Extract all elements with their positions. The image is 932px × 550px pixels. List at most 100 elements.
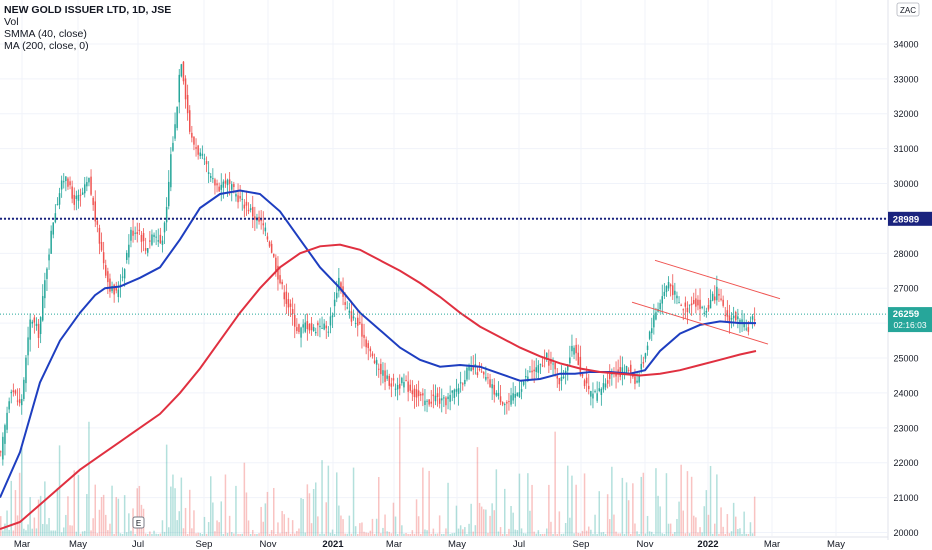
candle-body[interactable]: [422, 393, 424, 396]
candle-body[interactable]: [289, 303, 292, 307]
candle-body[interactable]: [130, 229, 132, 241]
candle-body[interactable]: [155, 236, 157, 238]
candle-body[interactable]: [254, 216, 256, 220]
candle-body[interactable]: [621, 367, 624, 374]
candle-body[interactable]: [543, 358, 546, 360]
candle-body[interactable]: [69, 181, 71, 186]
candle-body[interactable]: [315, 332, 317, 334]
candle-body[interactable]: [491, 384, 493, 389]
candle-body[interactable]: [56, 204, 59, 206]
candle-body[interactable]: [672, 285, 674, 296]
candle-body[interactable]: [592, 393, 594, 399]
candle-body[interactable]: [745, 328, 748, 330]
candle-body[interactable]: [31, 321, 34, 324]
candle-body[interactable]: [378, 368, 380, 370]
candle-body[interactable]: [600, 388, 603, 395]
candle-body[interactable]: [48, 254, 50, 261]
candle-body[interactable]: [132, 230, 134, 236]
candle-body[interactable]: [598, 388, 601, 391]
candle-body[interactable]: [75, 195, 78, 199]
candle-body[interactable]: [136, 232, 139, 235]
candle-body[interactable]: [682, 309, 685, 311]
candle-body[interactable]: [531, 370, 533, 373]
candle-body[interactable]: [651, 328, 653, 334]
candle-body[interactable]: [170, 154, 172, 188]
candle-body[interactable]: [564, 370, 567, 374]
candle-body[interactable]: [497, 392, 500, 397]
candle-body[interactable]: [581, 373, 584, 377]
candle-body[interactable]: [94, 201, 97, 222]
candle-body[interactable]: [241, 198, 244, 200]
candle-body[interactable]: [575, 344, 577, 354]
candle-body[interactable]: [113, 284, 115, 295]
candle-body[interactable]: [233, 184, 235, 188]
candle-body[interactable]: [23, 379, 25, 399]
candle-body[interactable]: [228, 179, 231, 184]
candle-body[interactable]: [464, 379, 466, 385]
candle-body[interactable]: [405, 380, 407, 382]
candle-body[interactable]: [630, 364, 632, 376]
candle-body[interactable]: [323, 323, 325, 330]
candle-body[interactable]: [157, 240, 160, 242]
candle-body[interactable]: [90, 176, 92, 195]
candle-body[interactable]: [60, 180, 63, 190]
candle-body[interactable]: [386, 375, 388, 379]
candle-body[interactable]: [430, 401, 433, 404]
candle-body[interactable]: [346, 307, 349, 309]
candle-body[interactable]: [747, 327, 750, 332]
candle-body[interactable]: [558, 378, 561, 385]
candle-body[interactable]: [732, 315, 735, 319]
candle-body[interactable]: [426, 400, 428, 402]
candle-body[interactable]: [728, 315, 731, 324]
candle-body[interactable]: [63, 181, 65, 183]
candle-body[interactable]: [741, 319, 743, 324]
candle-body[interactable]: [642, 362, 645, 364]
candle-body[interactable]: [81, 192, 84, 195]
candle-body[interactable]: [466, 367, 468, 380]
candle-body[interactable]: [302, 324, 304, 328]
candle-body[interactable]: [10, 391, 13, 394]
candle-body[interactable]: [455, 389, 458, 392]
candle-body[interactable]: [207, 172, 210, 174]
candle-body[interactable]: [73, 194, 76, 205]
candle-body[interactable]: [638, 376, 640, 383]
candle-body[interactable]: [485, 376, 487, 380]
candle-body[interactable]: [697, 299, 699, 306]
ma-line[interactable]: [0, 243, 757, 530]
candle-body[interactable]: [716, 286, 718, 301]
candle-body[interactable]: [287, 299, 290, 308]
candle-body[interactable]: [508, 401, 510, 403]
candle-body[interactable]: [676, 295, 678, 299]
candle-body[interactable]: [203, 158, 206, 160]
candle-body[interactable]: [361, 323, 363, 337]
candle-body[interactable]: [403, 382, 405, 388]
candle-body[interactable]: [579, 356, 582, 376]
candle-body[interactable]: [331, 315, 334, 318]
candle-body[interactable]: [218, 186, 220, 192]
candle-body[interactable]: [743, 321, 745, 328]
candle-body[interactable]: [161, 240, 164, 245]
candle-body[interactable]: [525, 376, 527, 378]
candle-body[interactable]: [226, 179, 229, 186]
candle-body[interactable]: [495, 392, 498, 396]
candle-body[interactable]: [357, 317, 359, 326]
candle-body[interactable]: [39, 317, 42, 335]
candle-body[interactable]: [264, 227, 267, 232]
candle-body[interactable]: [487, 377, 489, 379]
candle-body[interactable]: [18, 399, 21, 404]
candle-body[interactable]: [434, 395, 437, 402]
candle-body[interactable]: [279, 275, 281, 284]
candle-body[interactable]: [680, 304, 682, 306]
candle-body[interactable]: [571, 345, 573, 352]
candle-body[interactable]: [550, 359, 552, 364]
candle-body[interactable]: [4, 425, 6, 444]
candle-body[interactable]: [67, 178, 69, 187]
candle-body[interactable]: [703, 312, 706, 314]
candle-body[interactable]: [165, 206, 168, 223]
candle-body[interactable]: [285, 291, 288, 304]
candle-body[interactable]: [317, 322, 319, 326]
candle-body[interactable]: [459, 382, 462, 384]
candle-body[interactable]: [438, 398, 441, 404]
candle-body[interactable]: [92, 197, 94, 206]
